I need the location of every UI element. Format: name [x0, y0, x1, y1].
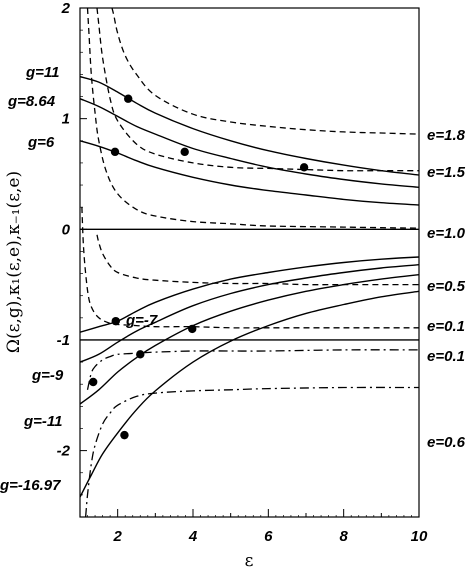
- intersection-point-3: [299, 163, 309, 172]
- x-tick-label-3: 8: [339, 528, 348, 545]
- kappa-curve-label-1: e=1.5: [427, 164, 466, 181]
- omega-curve-6: [80, 290, 419, 498]
- intersection-point-0: [124, 94, 133, 103]
- omega-curve-label-4: g=-9: [31, 367, 64, 384]
- y-tick-label-2: 0: [62, 221, 71, 238]
- y-tick-label-1: 1: [62, 111, 70, 128]
- kappa-curve-1: [96, 8, 419, 172]
- omega-curve-4: [80, 264, 419, 363]
- omega-curve-0: [80, 75, 419, 176]
- omega-curve-label-5: g=-11: [23, 413, 63, 430]
- intersection-point-4: [111, 316, 120, 326]
- y-tick-label-0: 2: [61, 0, 71, 17]
- omega-curve-label-1: g=8.64: [7, 93, 56, 110]
- omega-curve-2: [80, 140, 419, 206]
- omega-curve-label-0: g=11: [25, 64, 60, 81]
- omega-curve-label-6: g=-16.97: [0, 477, 61, 494]
- kappa-curve-0: [111, 8, 419, 135]
- x-axis-title: ε: [245, 551, 254, 571]
- intersection-point-7: [88, 377, 98, 387]
- intersection-point-5: [188, 324, 197, 334]
- x-tick-label-4: 10: [411, 528, 428, 545]
- x-tick-label-2: 6: [264, 528, 273, 545]
- kappa-curve-label-4: e=0.1: [427, 318, 465, 335]
- y-axis-title: Ω(ε,g),κ₁(ε,e),κ₋₁(ε,e): [4, 171, 24, 353]
- kappa-curve-6: [84, 386, 419, 517]
- intersection-point-8: [120, 430, 129, 440]
- kappa-curve-3: [96, 234, 419, 286]
- intersection-point-1: [110, 147, 120, 157]
- omega-curve-label-2: g=6: [27, 134, 55, 151]
- kappa-curve-5: [86, 349, 419, 390]
- omega-curve-label-3: g=-7: [125, 312, 158, 329]
- kappa-curve-4: [81, 207, 419, 329]
- kappa-curve-label-2: e=1.0: [427, 225, 466, 242]
- x-tick-label-0: 2: [112, 528, 122, 545]
- intersection-point-6: [136, 350, 145, 359]
- kappa-curve-label-0: e=1.8: [427, 127, 466, 144]
- intersection-point-2: [180, 147, 189, 157]
- x-tick-label-1: 4: [188, 528, 198, 545]
- kappa-curve-label-3: e=0.5: [427, 278, 466, 295]
- kappa-curve-label-6: e=0.6: [427, 434, 466, 451]
- plot-frame: [79, 7, 420, 518]
- omega-curve-1: [80, 98, 419, 188]
- kappa-curve-2: [86, 8, 419, 229]
- y-tick-label-3: -1: [57, 332, 70, 349]
- kappa-curve-label-5: e=0.1: [427, 348, 465, 365]
- y-tick-label-4: -2: [57, 443, 71, 460]
